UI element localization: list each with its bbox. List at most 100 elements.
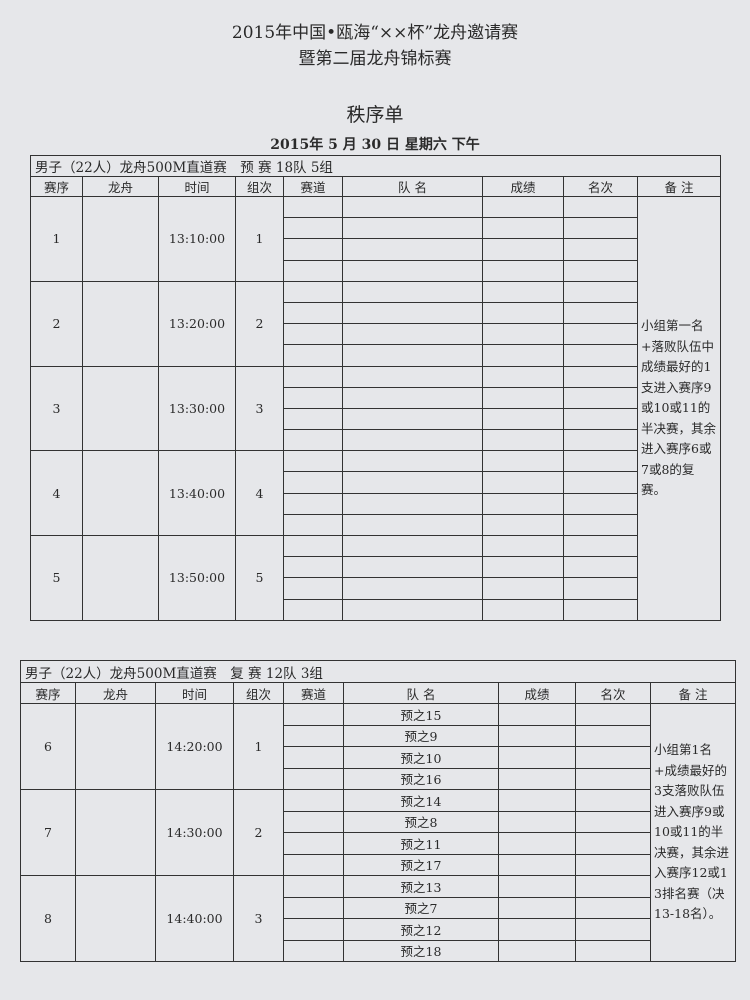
- rank-cell: [575, 875, 651, 898]
- lane-cell: [283, 724, 344, 747]
- race-time: 13:50:00: [158, 535, 236, 621]
- group-number: 2: [233, 789, 284, 876]
- rank-cell: [575, 853, 651, 876]
- lane-cell: [283, 896, 344, 919]
- lane-cell: [283, 577, 343, 600]
- team-name: [342, 238, 483, 261]
- boat-cell: [82, 196, 159, 282]
- lane-cell: [283, 703, 344, 726]
- lane-cell: [283, 429, 343, 452]
- table-row: [31, 344, 721, 367]
- remarks-note: 小组第一名+落败队伍中成绩最好的1支进入赛序9或10或11的半决赛，其余进入赛序…: [636, 196, 722, 621]
- lane-cell: [283, 259, 343, 282]
- team-name: [342, 407, 483, 431]
- column-header: 赛道: [283, 176, 343, 197]
- lane-cell: [283, 195, 343, 219]
- result-cell: [482, 365, 564, 388]
- race-seq: 8: [20, 875, 76, 962]
- team-name: [342, 365, 483, 388]
- table-row: [31, 323, 721, 346]
- result-cell: [498, 918, 576, 941]
- table-row: [31, 217, 721, 240]
- lane-cell: [283, 767, 344, 790]
- lane-cell: [283, 450, 343, 473]
- boat-cell: [75, 875, 156, 962]
- rank-cell: [575, 789, 651, 812]
- team-name: [342, 259, 483, 282]
- result-cell: [482, 386, 564, 409]
- table-row: 预之16: [21, 767, 736, 790]
- team-name: 预之7: [343, 896, 499, 919]
- column-header: 组次: [233, 682, 284, 704]
- result-cell: [482, 280, 564, 303]
- lane-cell: [283, 534, 343, 558]
- result-cell: [498, 810, 576, 833]
- team-name: 预之11: [343, 832, 499, 855]
- group-number: 5: [235, 535, 284, 621]
- rank-cell: [563, 471, 638, 494]
- lane-cell: [283, 238, 343, 261]
- page-title: 秩序单: [346, 104, 404, 126]
- column-header: 队 名: [342, 176, 483, 197]
- rank-cell: [563, 556, 638, 579]
- table-row: [31, 407, 721, 431]
- table-row: [31, 386, 721, 409]
- table-row: [31, 513, 721, 537]
- result-cell: [498, 875, 576, 898]
- table-row: 5 13:50:00 5: [30, 534, 721, 621]
- column-header: 时间: [158, 176, 236, 197]
- schedule-date: 2015年 5 月 30 日 星期六 下午: [270, 137, 480, 153]
- table-caption: 男子（22人）龙舟500M直道赛 复 赛 12队 3组: [19, 660, 737, 683]
- result-cell: [498, 853, 576, 876]
- team-name: [342, 323, 483, 346]
- lane-cell: [283, 853, 344, 876]
- rank-cell: [563, 386, 638, 409]
- table-row: [31, 429, 721, 452]
- result-cell: [482, 450, 564, 473]
- table-row: 6 14:20:00 1 预之15 小组第1名+成绩最好的3支落败队伍进入赛序9或10或…: [20, 703, 737, 962]
- team-name: [342, 386, 483, 409]
- lane-cell: [283, 323, 343, 346]
- lane-cell: [283, 556, 343, 579]
- column-header: 备 注: [636, 176, 722, 197]
- rank-cell: [563, 301, 638, 325]
- result-cell: [482, 534, 564, 558]
- group-number: 1: [233, 703, 284, 790]
- rank-cell: [575, 832, 651, 855]
- column-header: 备 注: [649, 682, 737, 704]
- race-time: 14:20:00: [155, 703, 234, 790]
- rank-cell: [563, 195, 638, 219]
- table-row: 4 13:40:00 4: [30, 450, 721, 536]
- result-cell: [482, 259, 564, 282]
- rank-cell: [575, 810, 651, 833]
- team-name: [342, 217, 483, 240]
- team-name: 预之17: [343, 853, 499, 876]
- boat-cell: [82, 280, 159, 367]
- rank-cell: [563, 344, 638, 367]
- lane-cell: [283, 280, 343, 303]
- result-cell: [482, 407, 564, 431]
- event-subtitle: 暨第二届龙舟锦标赛: [298, 49, 452, 69]
- repechage-table: 男子（22人）龙舟500M直道赛 复 赛 12队 3组 赛序 龙舟 时间 组次 赛道队 名…: [19, 660, 737, 962]
- result-cell: [498, 789, 576, 812]
- table-row: [31, 577, 721, 600]
- table-row: 3 13:30:00 3: [30, 365, 721, 452]
- team-name: 预之15: [343, 703, 499, 726]
- team-name: [342, 513, 483, 537]
- result-cell: [482, 556, 564, 579]
- result-cell: [498, 724, 576, 747]
- column-header: 成绩: [498, 682, 576, 704]
- column-header: 龙舟: [75, 682, 156, 704]
- team-name: 预之13: [343, 875, 499, 898]
- rank-cell: [563, 259, 638, 282]
- lane-cell: [283, 832, 344, 855]
- rank-cell: [563, 492, 638, 515]
- result-cell: [482, 323, 564, 346]
- heats-table: 男子（22人）龙舟500M直道赛 预 赛 18队 5组 赛序 龙舟 时间 组次 赛道队 名…: [29, 155, 722, 621]
- result-cell: [498, 939, 576, 962]
- lane-cell: [283, 513, 343, 537]
- team-name: 预之16: [343, 767, 499, 790]
- result-cell: [498, 832, 576, 855]
- team-name: 预之9: [343, 724, 499, 747]
- group-number: 1: [235, 196, 284, 282]
